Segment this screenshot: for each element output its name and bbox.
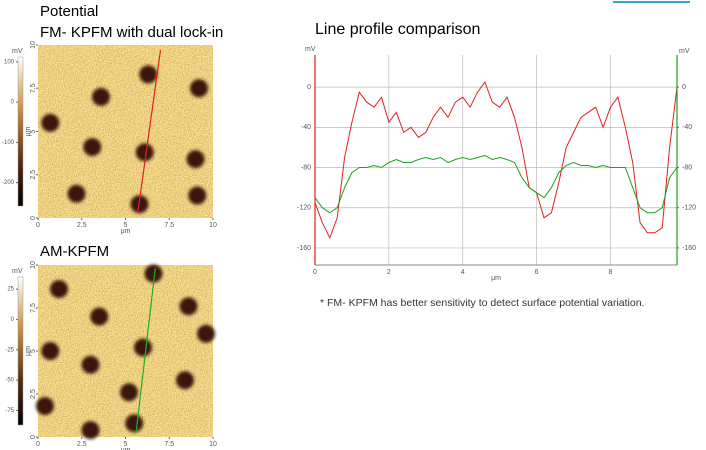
dot	[144, 264, 163, 283]
y-tick-label: 5	[30, 129, 37, 133]
y-tick-label: -40	[301, 124, 311, 131]
dot	[134, 338, 152, 357]
dot	[197, 324, 215, 343]
colorbar	[17, 276, 24, 426]
y-tick-label: 7.5	[30, 83, 37, 93]
y-tick-label: 2.5	[30, 389, 37, 399]
y-tick-label: 2.5	[30, 170, 37, 180]
y2-tick-label: -80	[682, 164, 692, 171]
y-tick-label: 5	[30, 349, 37, 353]
x-tick-label: 10	[209, 222, 217, 229]
x-tick-label: 6	[535, 269, 539, 276]
colorbar-tick-label: 100	[4, 59, 15, 65]
dot	[41, 342, 60, 360]
y-tick-label: 7.5	[30, 303, 37, 313]
colorbar	[17, 56, 24, 207]
x-tick-label: 2	[387, 269, 391, 276]
dot	[90, 307, 109, 326]
y-tick-label: -160	[297, 245, 311, 252]
dot	[125, 414, 144, 433]
dot	[188, 186, 207, 205]
y2-axis-label: mV	[679, 48, 690, 55]
dots	[36, 264, 215, 440]
y2-tick-label: -120	[682, 205, 696, 212]
x-tick-label: 7.5	[164, 441, 174, 448]
x-tick-label: 5	[124, 441, 128, 448]
x-tick-label: 0	[36, 441, 40, 448]
x-tick-label: 0	[313, 269, 317, 276]
colorbar-tick-label: -100	[2, 140, 15, 146]
x-tick-label: 10	[209, 441, 217, 448]
dot	[67, 184, 86, 203]
dot	[36, 397, 54, 416]
colorbar-tick-label: 0	[11, 100, 15, 106]
y-axis-label: μm	[25, 346, 32, 356]
dot	[81, 355, 100, 374]
dot	[135, 143, 154, 162]
dot	[41, 113, 60, 132]
x-tick-label: 2.5	[77, 222, 87, 229]
profile-line	[135, 268, 156, 434]
profile-line	[314, 154, 678, 214]
x-tick-label: 0	[36, 222, 40, 229]
x-tick-label: 2.5	[77, 441, 87, 448]
x-axis-label: μm	[121, 228, 131, 235]
y-tick-label: -80	[301, 164, 311, 171]
y-tick-label: 10	[30, 41, 37, 49]
panel-title: Potential	[40, 3, 98, 20]
dot	[179, 297, 198, 316]
dot	[83, 138, 102, 157]
x-axis-label: μm	[491, 275, 501, 282]
x-tick-label: 5	[124, 222, 128, 229]
x-axis-label: μm	[121, 447, 131, 450]
y-tick-label: 0	[30, 435, 37, 439]
colorbar-tick-label: -75	[5, 408, 14, 414]
dot	[81, 421, 100, 440]
y-axis-label: μm	[25, 126, 32, 136]
panel-subtitle: FM- KPFM with dual lock-in	[40, 24, 223, 41]
y-tick-label: -120	[297, 205, 311, 212]
colorbar-label: mV	[12, 268, 23, 275]
profile-line	[137, 50, 162, 213]
y2-tick-label: -40	[682, 124, 692, 131]
footnote: * FM- KPFM has better sensitivity to det…	[320, 297, 644, 309]
dot	[190, 79, 208, 98]
afm-image	[38, 45, 213, 218]
panel-title: AM-KPFM	[40, 243, 109, 260]
colorbar-tick-label: 25	[7, 287, 14, 293]
colorbar-tick-label: -200	[2, 180, 15, 186]
colorbar-tick-label: 0	[11, 317, 15, 323]
chart-title: Line profile comparison	[315, 21, 480, 38]
y2-tick-label: -160	[682, 245, 696, 252]
dot	[139, 65, 158, 84]
afm-image	[38, 265, 213, 437]
colorbar-label: mV	[12, 48, 23, 55]
dot	[50, 280, 68, 299]
colorbar-tick-label: -50	[5, 378, 14, 384]
dot	[176, 371, 194, 390]
y2-tick-label: 0	[682, 84, 686, 91]
dot	[120, 383, 138, 402]
dots	[41, 65, 208, 214]
dot	[92, 87, 110, 106]
profile-line	[314, 81, 678, 240]
colorbar-tick-label: -25	[5, 347, 14, 353]
dot	[186, 150, 205, 169]
x-tick-label: 7.5	[164, 222, 174, 229]
x-tick-label: 8	[609, 269, 613, 276]
y-tick-label: 0	[307, 84, 311, 91]
y-tick-label: 10	[30, 261, 37, 269]
y-tick-label: 0	[30, 216, 37, 220]
y-axis-label: mV	[305, 46, 316, 53]
x-tick-label: 4	[461, 269, 465, 276]
